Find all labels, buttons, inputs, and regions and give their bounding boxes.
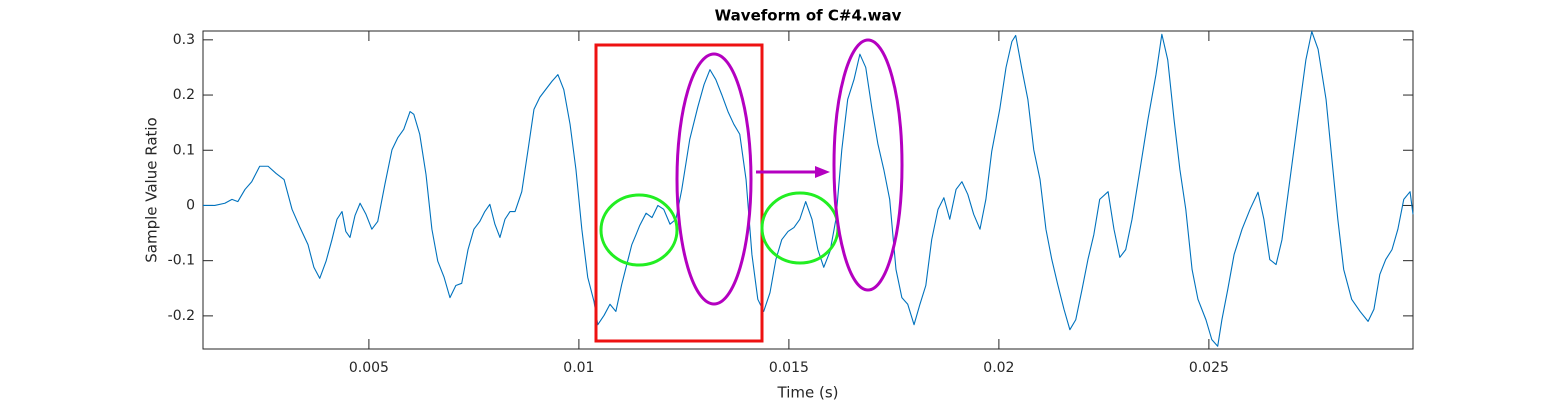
y-tick-label: -0.2 <box>168 308 195 324</box>
y-axis-label: Sample Value Ratio <box>143 117 161 262</box>
x-tick-label: 0.005 <box>349 360 389 376</box>
y-tick-label: 0.3 <box>173 32 195 48</box>
y-tick-label: 0 <box>186 197 195 213</box>
x-tick-label: 0.025 <box>1189 360 1229 376</box>
y-tick-label: -0.1 <box>168 253 195 269</box>
annotations <box>594 38 904 343</box>
x-axis-label: Time (s) <box>777 384 839 402</box>
x-tick-label: 0.01 <box>563 360 594 376</box>
axes-box <box>202 30 1414 350</box>
y-tick-label: 0.2 <box>173 87 195 103</box>
x-tick-label: 0.02 <box>983 360 1014 376</box>
chart-title: Waveform of C#4.wav <box>715 7 902 25</box>
plot-area: 0.005 0.01 0.015 0.02 0.025 -0.2 -0.1 0 0.1 0.2 0.… <box>168 30 1414 376</box>
x-tick-label: 0.015 <box>769 360 809 376</box>
green-ellipse <box>599 193 679 267</box>
purple-ellipse <box>675 52 753 306</box>
arrow-head <box>815 166 830 178</box>
highlight-box <box>594 43 764 343</box>
purple-ellipse <box>832 38 904 292</box>
waveform-line <box>203 31 1414 347</box>
y-tick-label: 0.1 <box>173 142 195 158</box>
